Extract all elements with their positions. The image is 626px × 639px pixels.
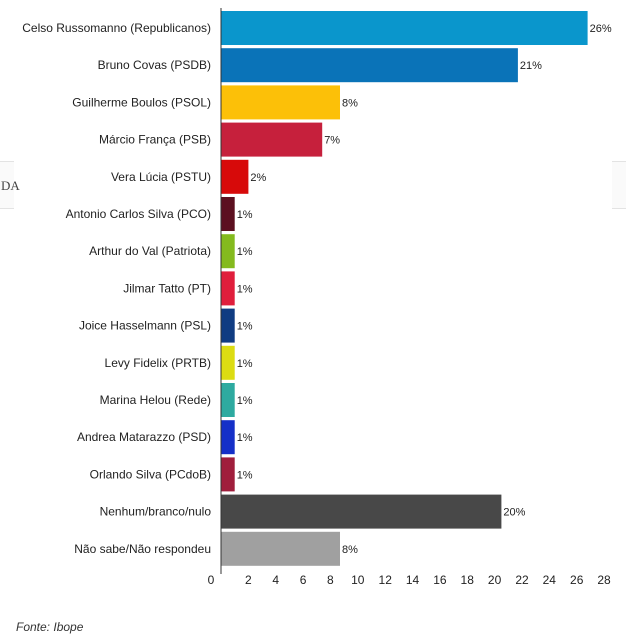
category-label-nao-sabe-nao-respondeu: Não sabe/Não respondeu	[74, 542, 211, 556]
category-label-andrea-matarazzo-psd: Andrea Matarazzo (PSD)	[77, 430, 211, 444]
bar-orlando-silva-pcdob	[221, 457, 235, 492]
value-labels-group: 26% 21% 8% 7% 2% 1% 1% 1% 1% 1% 1% 1% 1% 20% 8%	[237, 23, 612, 556]
x-tick-label-6: 6	[300, 573, 307, 587]
x-tick-label-0: 0	[208, 573, 215, 587]
value-label-nenhum-branco-nulo: 20%	[503, 507, 525, 519]
category-labels-group: Celso Russomanno (Republicanos) Bruno Cov…	[22, 21, 211, 556]
bar-celso-russomanno-republicanos	[221, 11, 588, 45]
value-label-bruno-covas-psdb: 21%	[520, 60, 542, 72]
bar-guilherme-boulos-psol	[221, 85, 340, 120]
bar-chart: Celso Russomanno (Republicanos) Bruno Cov…	[22, 8, 612, 587]
category-label-orlando-silva-pcdob: Orlando Silva (PCdoB)	[90, 467, 211, 481]
value-label-celso-russomanno-republicanos: 26%	[590, 23, 612, 35]
category-label-levy-fidelix-prtb: Levy Fidelix (PRTB)	[105, 356, 211, 370]
x-tick-label-4: 4	[272, 573, 279, 587]
bar-antonio-carlos-silva-pco	[221, 197, 235, 231]
value-label-marina-helou-rede: 1%	[237, 395, 253, 407]
bar-nenhum-branco-nulo	[221, 494, 502, 529]
bar-vera-lucia-pstu	[221, 159, 249, 194]
bar-bruno-covas-psdb	[221, 48, 518, 83]
value-label-marcio-franca-psb: 7%	[324, 135, 340, 147]
x-tick-label-14: 14	[406, 573, 420, 587]
x-tick-label-26: 26	[570, 573, 584, 587]
category-label-arthur-do-val-patriota: Arthur do Val (Patriota)	[89, 244, 211, 258]
value-label-joice-hasselmann-psl: 1%	[237, 321, 253, 333]
x-tick-label-20: 20	[488, 573, 502, 587]
bar-jilmar-tatto-pt	[221, 271, 235, 306]
value-label-orlando-silva-pcdob: 1%	[237, 469, 253, 481]
x-tick-label-8: 8	[327, 573, 334, 587]
category-label-vera-lucia-pstu: Vera Lúcia (PSTU)	[111, 170, 211, 184]
x-tick-label-10: 10	[351, 573, 365, 587]
background-fragment: DA	[0, 161, 20, 209]
bar-nao-sabe-nao-respondeu	[221, 531, 340, 566]
category-label-marcio-franca-psb: Márcio França (PSB)	[99, 133, 211, 147]
bar-marina-helou-rede	[221, 383, 235, 417]
x-tick-label-24: 24	[543, 573, 557, 587]
value-label-vera-lucia-pstu: 2%	[250, 172, 266, 184]
x-tick-label-12: 12	[379, 573, 393, 587]
x-tick-label-18: 18	[461, 573, 475, 587]
value-label-andrea-matarazzo-psd: 1%	[237, 432, 253, 444]
category-label-joice-hasselmann-psl: Joice Hasselmann (PSL)	[79, 319, 211, 333]
value-label-antonio-carlos-silva-pco: 1%	[237, 209, 253, 221]
bar-arthur-do-val-patriota	[221, 234, 235, 269]
x-axis-group: 0 2 4 6 8 10 12 14 16 18 20 22 24 26 28	[208, 8, 611, 587]
background-fragment-right	[612, 161, 626, 209]
x-tick-label-28: 28	[597, 573, 611, 587]
bar-marcio-franca-psb	[221, 122, 323, 157]
value-label-levy-fidelix-prtb: 1%	[237, 358, 253, 370]
value-label-guilherme-boulos-psol: 8%	[342, 97, 358, 109]
value-label-jilmar-tatto-pt: 1%	[237, 283, 253, 295]
x-tick-label-2: 2	[245, 573, 252, 587]
x-tick-label-16: 16	[433, 573, 447, 587]
source-note: Fonte: Ibope	[16, 620, 84, 634]
value-label-arthur-do-val-patriota: 1%	[237, 246, 253, 258]
background-fragment-text: DA	[1, 178, 20, 193]
category-label-nenhum-branco-nulo: Nenhum/branco/nulo	[100, 505, 212, 519]
category-label-celso-russomanno-republicanos: Celso Russomanno (Republicanos)	[22, 21, 211, 35]
category-label-guilherme-boulos-psol: Guilherme Boulos (PSOL)	[72, 95, 211, 109]
category-label-bruno-covas-psdb: Bruno Covas (PSDB)	[98, 58, 211, 72]
bar-joice-hasselmann-psl	[221, 308, 235, 343]
x-tick-label-22: 22	[515, 573, 529, 587]
category-label-jilmar-tatto-pt: Jilmar Tatto (PT)	[123, 281, 211, 295]
category-label-marina-helou-rede: Marina Helou (Rede)	[100, 393, 211, 407]
bar-andrea-matarazzo-psd	[221, 420, 235, 455]
bars-group	[221, 11, 588, 566]
category-label-antonio-carlos-silva-pco: Antonio Carlos Silva (PCO)	[66, 207, 211, 221]
bar-levy-fidelix-prtb	[221, 345, 235, 380]
value-label-nao-sabe-nao-respondeu: 8%	[342, 544, 358, 556]
